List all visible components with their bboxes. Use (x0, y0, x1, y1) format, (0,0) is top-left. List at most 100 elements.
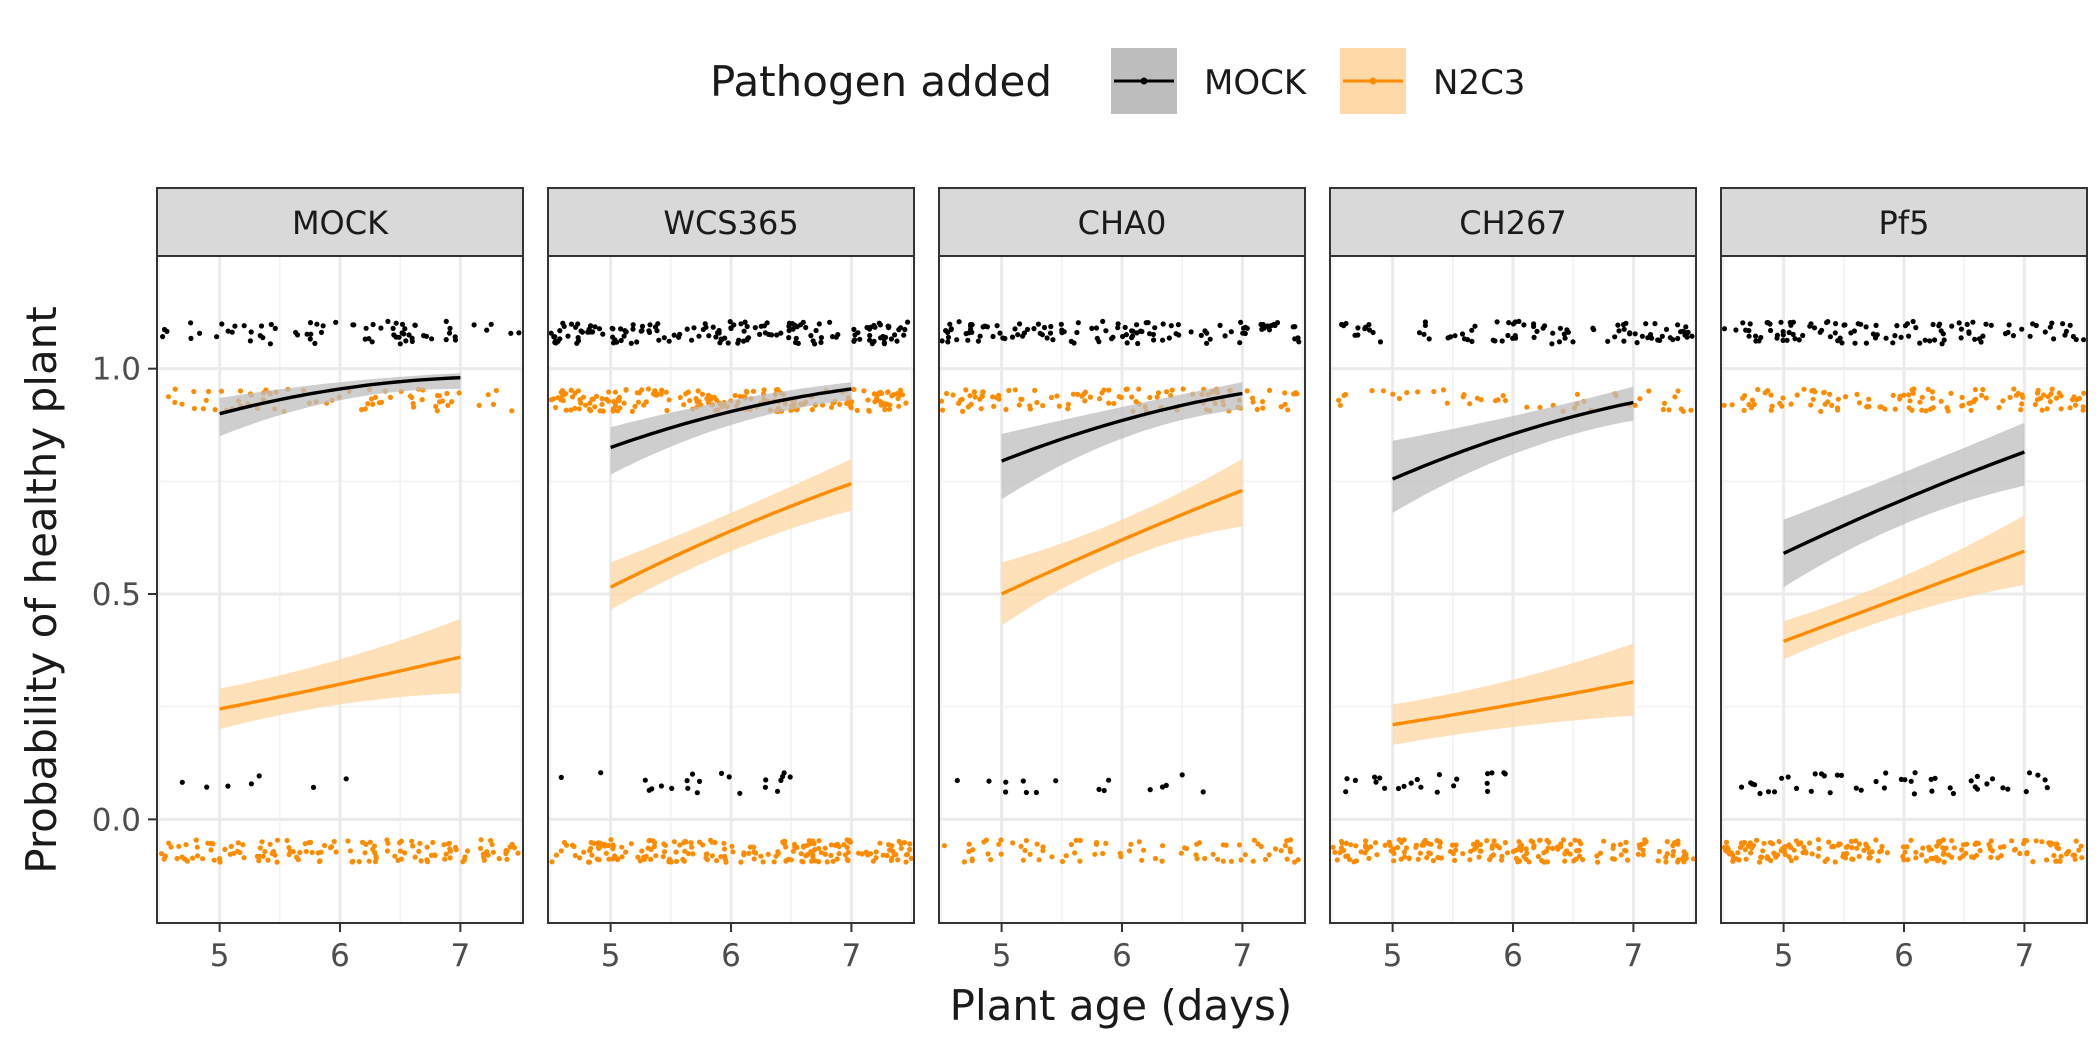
data-point (1418, 784, 1424, 790)
data-point (1997, 844, 2003, 850)
data-point (2076, 847, 2082, 853)
data-point (822, 851, 828, 857)
data-point (1250, 399, 1256, 405)
data-point (1251, 837, 1257, 843)
data-point (1769, 403, 1775, 409)
data-point (1780, 332, 1786, 338)
data-point (730, 849, 736, 855)
fit-line-n2c3 (609, 482, 852, 589)
data-point (1238, 857, 1244, 863)
data-point (742, 319, 748, 325)
data-point (1103, 328, 1109, 334)
data-point (1920, 845, 1926, 851)
data-point (160, 334, 166, 340)
data-point (210, 841, 216, 847)
data-point (648, 846, 654, 853)
data-point (447, 325, 453, 331)
data-point (1925, 386, 1931, 392)
data-point (290, 849, 296, 855)
data-point (939, 338, 945, 344)
data-point (959, 396, 965, 402)
data-point (1272, 846, 1279, 852)
data-point (1571, 858, 1577, 864)
data-point (1986, 841, 1992, 848)
data-point (176, 843, 182, 849)
data-point (1077, 858, 1083, 864)
data-point (1260, 405, 1266, 411)
data-point (1449, 842, 1455, 848)
data-point (741, 852, 747, 858)
data-point (1373, 779, 1379, 785)
data-point (1625, 857, 1631, 863)
y-tick-label: 0.0 (92, 802, 141, 838)
data-point (1605, 338, 1611, 344)
data-point (183, 842, 189, 848)
data-point (700, 842, 706, 848)
data-point (1106, 400, 1112, 406)
data-point (549, 859, 555, 865)
data-point (1664, 839, 1670, 845)
data-point (615, 857, 621, 863)
data-point (1202, 328, 1208, 334)
data-point (1968, 778, 1974, 784)
data-point (1147, 394, 1153, 401)
data-point (1806, 840, 1813, 846)
data-point (1178, 850, 1184, 856)
data-point (508, 330, 514, 336)
facet-label: WCS365 (663, 204, 798, 242)
data-point (1220, 858, 1226, 864)
data-point (610, 408, 616, 414)
data-point (883, 334, 889, 340)
data-point (618, 326, 624, 332)
data-point (2067, 405, 2073, 411)
data-point (297, 849, 303, 856)
data-point (1528, 838, 1534, 844)
data-point (1362, 844, 1369, 850)
data-point (1097, 396, 1103, 402)
data-point (1809, 851, 1815, 857)
data-point (1065, 401, 1071, 407)
data-point (1072, 850, 1078, 856)
data-point (1883, 770, 1889, 776)
data-point (848, 404, 854, 410)
data-point (1343, 789, 1349, 795)
data-point (598, 770, 604, 776)
data-point (600, 331, 606, 337)
data-point (758, 853, 764, 859)
data-point (1040, 844, 1046, 850)
data-point (773, 387, 780, 393)
data-point (1977, 848, 1983, 854)
data-point (1115, 321, 1121, 327)
data-point (799, 858, 805, 864)
data-point (1154, 394, 1160, 400)
data-point (1287, 846, 1293, 852)
data-point (990, 333, 996, 340)
data-point (1369, 388, 1375, 394)
data-point (861, 388, 867, 394)
data-point (321, 842, 328, 849)
data-point (1106, 777, 1112, 783)
data-point (222, 846, 228, 853)
x-tick-label: 5 (1774, 938, 1794, 974)
data-point (485, 392, 491, 398)
data-point (1646, 388, 1652, 394)
data-point (1940, 845, 1946, 851)
data-point (1834, 772, 1840, 778)
data-point (639, 323, 646, 329)
data-point (716, 327, 722, 334)
data-point (653, 853, 659, 859)
data-point (307, 839, 314, 846)
data-point (1406, 855, 1412, 861)
data-point (647, 322, 653, 328)
data-point (515, 850, 521, 856)
data-point (693, 395, 699, 402)
data-point (1452, 333, 1458, 339)
data-point (1580, 857, 1586, 863)
data-point (1834, 405, 1841, 411)
data-point (2005, 786, 2011, 792)
data-point (1863, 340, 1869, 346)
data-point (1468, 848, 1474, 854)
data-point (1956, 320, 1962, 326)
data-point (1348, 842, 1354, 848)
data-point (1800, 332, 1806, 339)
